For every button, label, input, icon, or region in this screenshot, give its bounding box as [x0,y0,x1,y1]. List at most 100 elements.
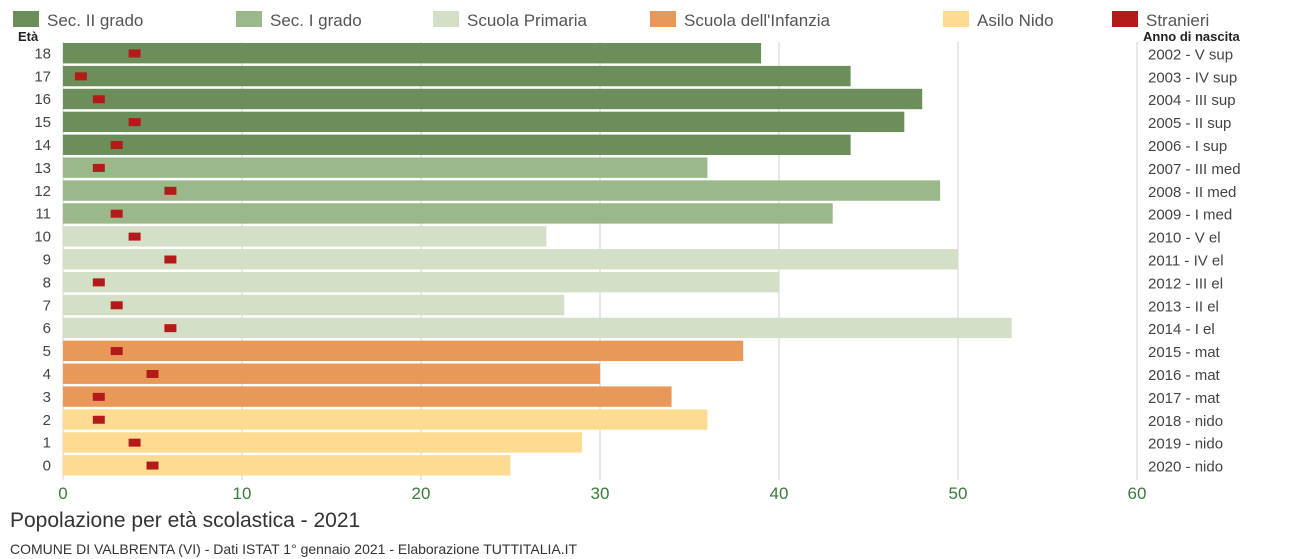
x-tick-50: 50 [949,484,968,503]
stranieri-mark-age-2 [92,415,105,424]
bar-age-8 [63,271,779,293]
bar-age-16 [63,88,923,110]
x-tick-labels: 0 10 20 30 40 50 60 [58,484,1146,503]
birth-label-14: 2006 - I sup [1148,138,1227,155]
legend-swatch-mat [650,11,676,27]
birth-label-9: 2011 - IV el [1148,253,1224,270]
stranieri-mark-age-6 [164,324,177,333]
bar-age-10 [63,226,547,247]
age-label-11: 11 [35,206,51,223]
birth-label-1: 2019 - nido [1148,436,1223,453]
bar-age-6 [63,317,1012,339]
age-label-6: 6 [43,320,51,337]
age-label-8: 8 [43,274,51,291]
stranieri-mark-age-17 [74,72,87,81]
birth-label-0: 2020 - nido [1148,459,1223,476]
bar-age-2 [63,409,708,430]
bar-age-9 [63,249,958,270]
stranieri-mark-age-3 [92,392,105,401]
stranieri-mark-age-4 [146,369,159,378]
stranieri-mark-age-0 [146,461,159,470]
bar-age-11 [63,203,833,224]
stranieri-mark-age-8 [92,278,105,287]
age-label-9: 9 [43,252,51,269]
bar-age-18 [63,43,762,64]
age-label-10: 10 [34,229,51,246]
legend-label-med: Sec. I grado [270,11,362,30]
stranieri-mark-age-12 [164,186,177,195]
stranieri-mark-age-13 [92,163,105,172]
birth-label-15: 2005 - II sup [1148,115,1231,132]
birth-label-10: 2010 - V el [1148,230,1221,247]
x-tick-30: 30 [591,484,610,503]
stranieri-mark-age-18 [128,49,141,58]
age-label-4: 4 [43,366,51,383]
legend-swatch-stranieri [1112,11,1138,27]
bar-age-13 [63,157,708,178]
birth-label-18: 2002 - V sup [1148,46,1233,63]
bar-age-1 [63,432,583,453]
bar-age-0 [63,455,511,476]
birth-label-5: 2015 - mat [1148,344,1221,361]
age-label-2: 2 [43,412,51,429]
bar-age-12 [63,180,941,201]
age-label-12: 12 [34,183,51,200]
legend-label-stranieri: Stranieri [1146,11,1209,30]
age-label-7: 7 [43,297,51,314]
age-label-18: 18 [34,45,51,62]
age-label-1: 1 [43,435,51,452]
stranieri-mark-age-14 [110,141,123,150]
birth-label-16: 2004 - III sup [1148,92,1236,109]
birth-label-3: 2017 - mat [1148,390,1221,407]
stranieri-mark-age-10 [128,232,141,241]
x-tick-0: 0 [58,484,67,503]
right-axis-label: Anno di nascita [1143,29,1241,44]
left-axis-label: Età [18,29,39,44]
stranieri-mark-age-9 [164,255,177,264]
age-label-17: 17 [34,68,51,85]
birth-label-12: 2008 - II med [1148,184,1236,201]
legend-swatch-el [433,11,459,27]
birth-label-7: 2013 - II el [1148,298,1219,315]
birth-label-2: 2018 - nido [1148,413,1223,430]
stranieri-mark-age-11 [110,209,123,218]
chart-subtitle: COMUNE DI VALBRENTA (VI) - Dati ISTAT 1°… [10,541,578,557]
age-label-16: 16 [34,91,51,108]
legend-swatch-sup [13,11,39,27]
birth-label-6: 2014 - I el [1148,321,1215,338]
x-tick-40: 40 [770,484,789,503]
legend-label-mat: Scuola dell'Infanzia [684,11,830,30]
age-label-5: 5 [43,343,51,360]
age-label-13: 13 [34,160,51,177]
stranieri-marks [74,49,177,470]
legend-swatch-nido [943,11,969,27]
legend-label-sup: Sec. II grado [47,11,143,30]
birth-label-13: 2007 - III med [1148,161,1241,178]
bar-age-17 [63,65,851,87]
age-label-15: 15 [34,114,51,131]
stranieri-mark-age-15 [128,118,141,127]
stranieri-mark-age-16 [92,95,105,104]
x-tick-60: 60 [1128,484,1147,503]
stranieri-mark-age-1 [128,438,141,447]
x-tick-20: 20 [412,484,431,503]
bar-age-3 [63,386,672,407]
birth-label-4: 2016 - mat [1148,367,1221,384]
bars [63,43,1012,476]
legend-label-nido: Asilo Nido [977,11,1054,30]
birth-year-tick-labels: 2002 - V sup 2003 - IV sup 2004 - III sup 2… [1148,46,1241,475]
age-label-14: 14 [34,137,51,154]
bar-age-14 [63,134,851,155]
stranieri-mark-age-5 [110,347,123,356]
chart-title: Popolazione per età scolastica - 2021 [10,509,360,532]
bar-age-5 [63,340,744,362]
bar-age-7 [63,294,565,316]
stranieri-mark-age-7 [110,301,123,310]
bar-age-15 [63,111,905,133]
birth-label-11: 2009 - I med [1148,207,1232,224]
age-label-0: 0 [43,458,51,475]
birth-label-17: 2003 - IV sup [1148,69,1237,86]
age-label-3: 3 [43,389,51,406]
